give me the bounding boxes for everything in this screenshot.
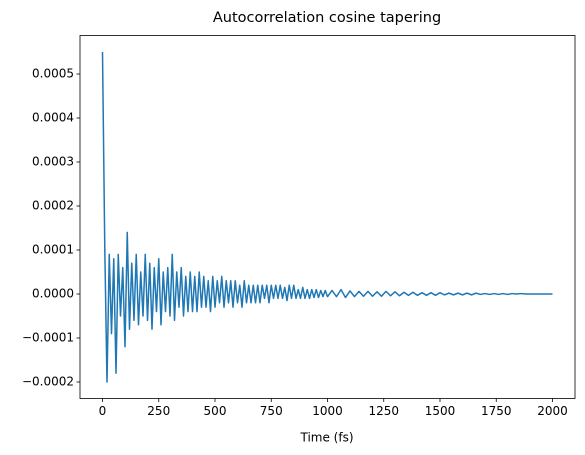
- chart-title: Autocorrelation cosine tapering: [213, 10, 441, 26]
- y-tick-label: 0.0000: [32, 287, 74, 301]
- y-tick-label: 0.0001: [32, 243, 74, 257]
- y-tick-label: 0.0003: [32, 155, 74, 169]
- x-tick-label: 500: [204, 404, 227, 418]
- y-tick-label: −0.0001: [22, 331, 74, 345]
- x-tick-label: 250: [147, 404, 170, 418]
- y-tick-label: −0.0002: [22, 375, 74, 389]
- y-tick-label: 0.0004: [32, 111, 74, 125]
- x-tick-label: 1000: [312, 404, 343, 418]
- data-line: [101, 51, 553, 383]
- x-tick-label: 1500: [425, 404, 456, 418]
- y-tick-label: 0.0005: [32, 67, 74, 81]
- x-axis-label: Time (fs): [299, 431, 353, 445]
- x-tick-label: 2000: [537, 404, 568, 418]
- y-tick-label: 0.0002: [32, 199, 74, 213]
- axes-frame: [79, 35, 576, 399]
- x-tick-label: 0: [99, 404, 107, 418]
- x-tick-label: 1750: [481, 404, 512, 418]
- x-tick-label: 1250: [368, 404, 399, 418]
- x-tick-label: 750: [260, 404, 283, 418]
